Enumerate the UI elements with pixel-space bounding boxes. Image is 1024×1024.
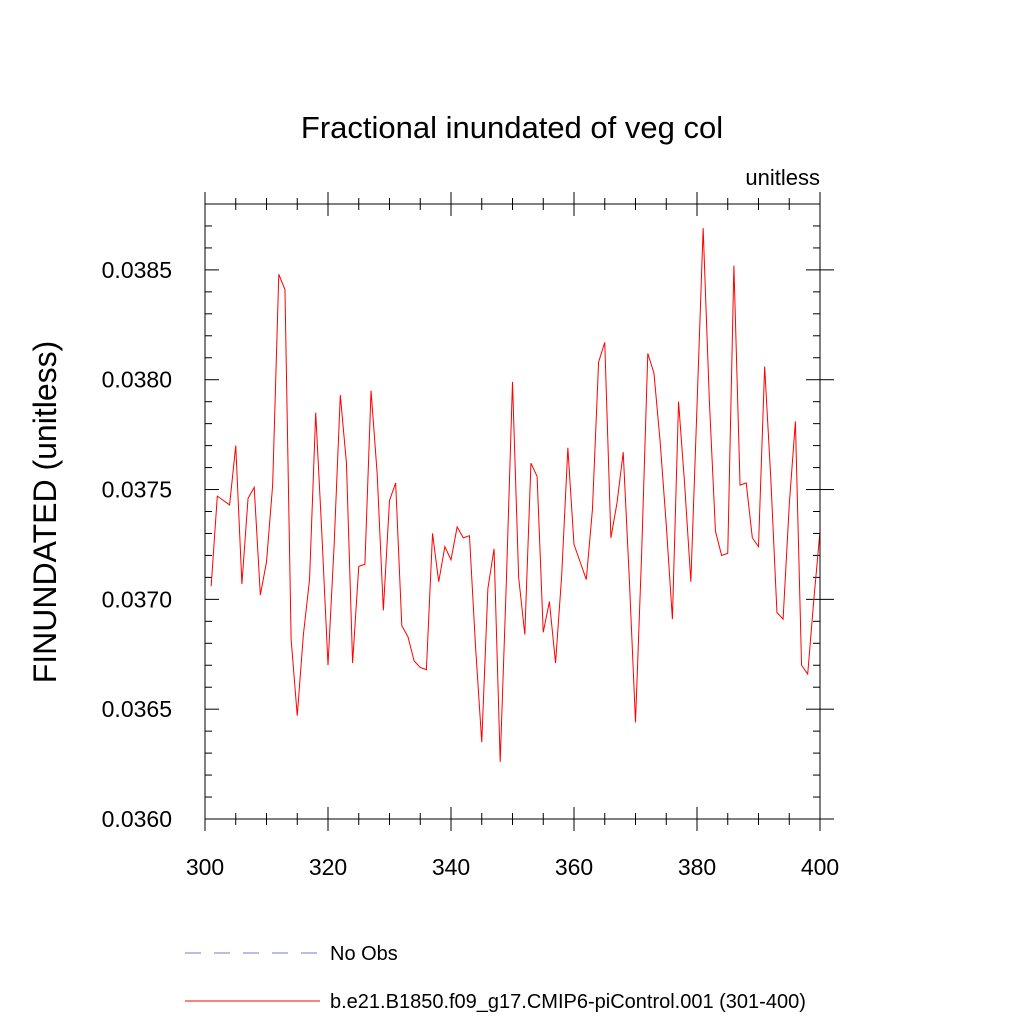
y-tick-label: 0.0375 <box>102 477 172 503</box>
x-tick-label: 300 <box>186 854 224 880</box>
x-tick-label: 320 <box>309 854 347 880</box>
y-tick-label: 0.0380 <box>102 367 172 393</box>
x-tick-label: 360 <box>555 854 593 880</box>
plot-frame <box>204 203 821 820</box>
x-tick-label: 340 <box>432 854 470 880</box>
x-tick-labels: 300 320 340 360 380 400 <box>186 854 839 880</box>
chart-title: Fractional inundated of veg col <box>301 110 723 145</box>
units-label: unitless <box>745 165 820 190</box>
axis-ticks <box>204 192 834 831</box>
legend-label-model: b.e21.B1850.f09_g17.CMIP6-piControl.001 … <box>330 991 806 1013</box>
x-tick-label: 400 <box>801 854 839 880</box>
y-tick-label: 0.0385 <box>102 257 172 283</box>
y-tick-labels: 0.0360 0.0365 0.0370 0.0375 0.0380 0.0385 <box>102 257 172 832</box>
x-tick-label: 380 <box>678 854 716 880</box>
y-axis-label: FINUNDATED (unitless) <box>27 341 63 684</box>
y-tick-label: 0.0360 <box>102 806 172 832</box>
y-tick-label: 0.0370 <box>102 586 172 612</box>
series-line-model <box>210 228 821 762</box>
y-tick-label: 0.0365 <box>102 696 172 722</box>
legend: No Obs b.e21.B1850.f09_g17.CMIP6-piContr… <box>185 943 806 1013</box>
legend-label-obs: No Obs <box>330 943 398 965</box>
